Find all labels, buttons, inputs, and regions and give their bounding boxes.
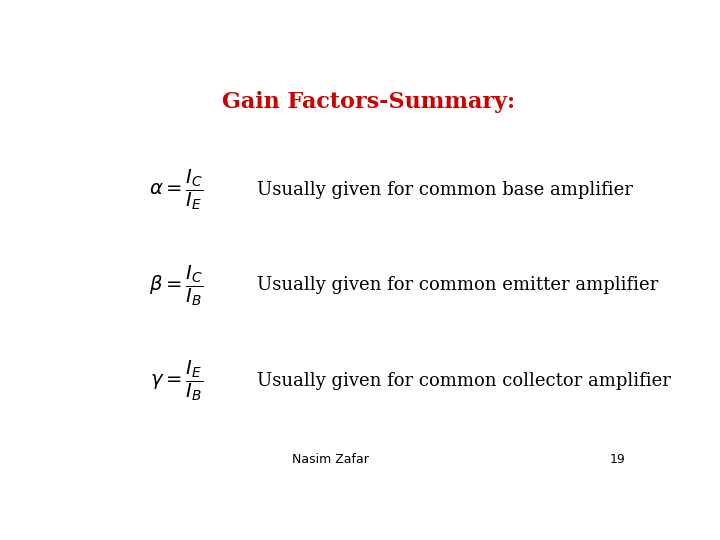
Text: Usually given for common base amplifier: Usually given for common base amplifier — [258, 180, 634, 199]
Text: Nasim Zafar: Nasim Zafar — [292, 453, 369, 467]
Text: Usually given for common collector amplifier: Usually given for common collector ampli… — [258, 372, 671, 390]
Text: $\beta = \dfrac{I_C}{I_B}$: $\beta = \dfrac{I_C}{I_B}$ — [149, 263, 204, 307]
Text: Usually given for common emitter amplifier: Usually given for common emitter amplifi… — [258, 276, 659, 294]
Text: Gain Factors-Summary:: Gain Factors-Summary: — [222, 91, 516, 113]
Text: $\alpha = \dfrac{I_C}{I_E}$: $\alpha = \dfrac{I_C}{I_E}$ — [149, 167, 204, 212]
Text: $\gamma = \dfrac{I_E}{I_B}$: $\gamma = \dfrac{I_E}{I_B}$ — [150, 359, 203, 403]
Text: 19: 19 — [610, 453, 626, 467]
